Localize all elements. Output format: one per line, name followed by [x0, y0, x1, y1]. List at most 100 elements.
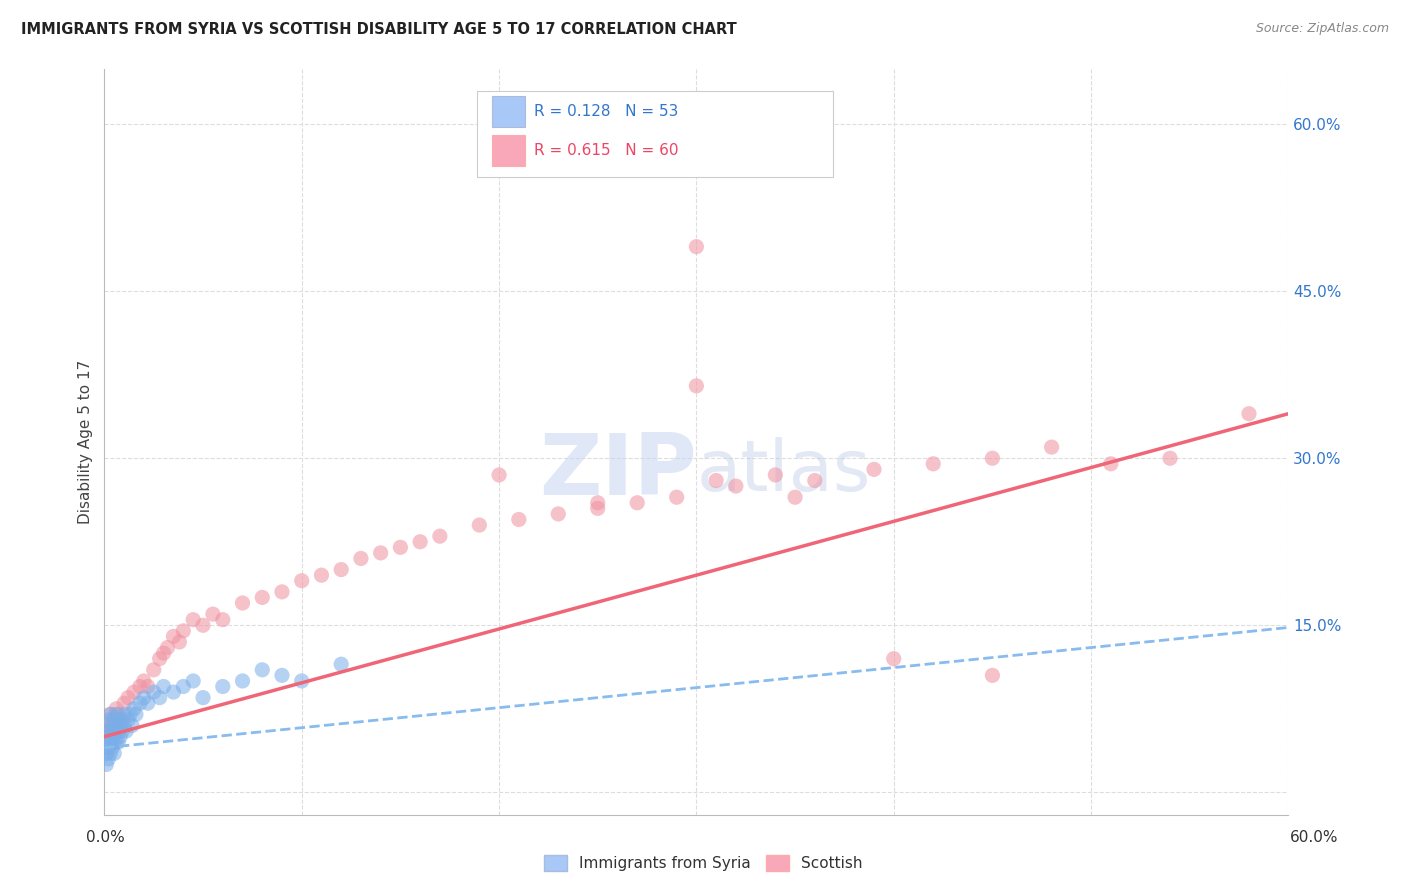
Point — [107, 735, 129, 749]
Point — [112, 707, 135, 722]
Point — [121, 718, 143, 732]
Point — [125, 707, 148, 722]
Point — [97, 752, 120, 766]
Point — [105, 702, 128, 716]
Point — [586, 501, 609, 516]
Point — [97, 730, 120, 744]
Point — [191, 690, 214, 705]
Point — [98, 707, 121, 722]
Point — [311, 568, 333, 582]
Point — [626, 496, 648, 510]
Point — [763, 467, 786, 482]
Text: IMMIGRANTS FROM SYRIA VS SCOTTISH DISABILITY AGE 5 TO 17 CORRELATION CHART: IMMIGRANTS FROM SYRIA VS SCOTTISH DISABI… — [21, 22, 737, 37]
Point — [96, 747, 118, 761]
Point — [105, 735, 128, 749]
Bar — [492, 135, 524, 167]
Point — [211, 680, 233, 694]
Point — [122, 685, 145, 699]
Point — [96, 735, 118, 749]
Point — [103, 747, 125, 761]
Point — [96, 757, 118, 772]
Point — [162, 629, 184, 643]
Point — [129, 680, 152, 694]
Point — [132, 690, 155, 705]
Point — [152, 680, 174, 694]
Point — [1237, 407, 1260, 421]
Point — [101, 730, 124, 744]
Point — [111, 713, 134, 727]
Point — [291, 673, 314, 688]
Point — [129, 696, 152, 710]
Point — [103, 718, 125, 732]
Point — [108, 718, 131, 732]
Y-axis label: Disability Age 5 to 17: Disability Age 5 to 17 — [79, 359, 93, 524]
Point — [112, 696, 135, 710]
Point — [350, 551, 373, 566]
Point — [468, 518, 491, 533]
Text: 0.0%: 0.0% — [86, 830, 125, 845]
Text: R = 0.128   N = 53: R = 0.128 N = 53 — [534, 103, 679, 119]
Point — [152, 646, 174, 660]
Point — [863, 462, 886, 476]
Point — [149, 690, 172, 705]
Point — [724, 479, 747, 493]
Point — [98, 724, 121, 739]
Point — [117, 713, 139, 727]
FancyBboxPatch shape — [478, 91, 832, 177]
Point — [105, 707, 128, 722]
Point — [142, 685, 165, 699]
Point — [181, 613, 204, 627]
Point — [101, 718, 124, 732]
Point — [101, 740, 124, 755]
Point — [97, 713, 120, 727]
Point — [118, 707, 141, 722]
Point — [804, 474, 827, 488]
Point — [883, 651, 905, 665]
Text: atlas: atlas — [696, 437, 870, 506]
Point — [330, 563, 353, 577]
Point — [252, 591, 274, 605]
Point — [488, 467, 510, 482]
Point — [162, 685, 184, 699]
Text: ZIP: ZIP — [538, 430, 696, 513]
Point — [98, 735, 121, 749]
Point — [1099, 457, 1122, 471]
Point — [704, 474, 727, 488]
Point — [547, 507, 569, 521]
Point — [191, 618, 214, 632]
Point — [111, 724, 134, 739]
Point — [122, 702, 145, 716]
Legend: Immigrants from Syria, Scottish: Immigrants from Syria, Scottish — [537, 849, 869, 877]
Point — [96, 724, 118, 739]
Text: Source: ZipAtlas.com: Source: ZipAtlas.com — [1256, 22, 1389, 36]
Point — [211, 613, 233, 627]
Point — [112, 718, 135, 732]
Point — [103, 735, 125, 749]
Text: R = 0.615   N = 60: R = 0.615 N = 60 — [534, 144, 679, 158]
Point — [231, 596, 253, 610]
Point — [107, 724, 129, 739]
Point — [107, 707, 129, 722]
Point — [172, 624, 194, 638]
Point — [271, 585, 294, 599]
Point — [271, 668, 294, 682]
Point — [586, 496, 609, 510]
Point — [370, 546, 392, 560]
Point — [98, 747, 121, 761]
Point — [389, 541, 412, 555]
Point — [149, 651, 172, 665]
Point — [409, 534, 432, 549]
Point — [97, 718, 120, 732]
Point — [981, 451, 1004, 466]
Point — [685, 379, 707, 393]
Point — [330, 657, 353, 672]
Point — [201, 607, 224, 621]
Point — [136, 696, 159, 710]
Point — [181, 673, 204, 688]
Point — [169, 635, 191, 649]
Point — [231, 673, 253, 688]
Point — [172, 680, 194, 694]
Point — [291, 574, 314, 588]
Point — [108, 713, 131, 727]
Point — [1040, 440, 1063, 454]
